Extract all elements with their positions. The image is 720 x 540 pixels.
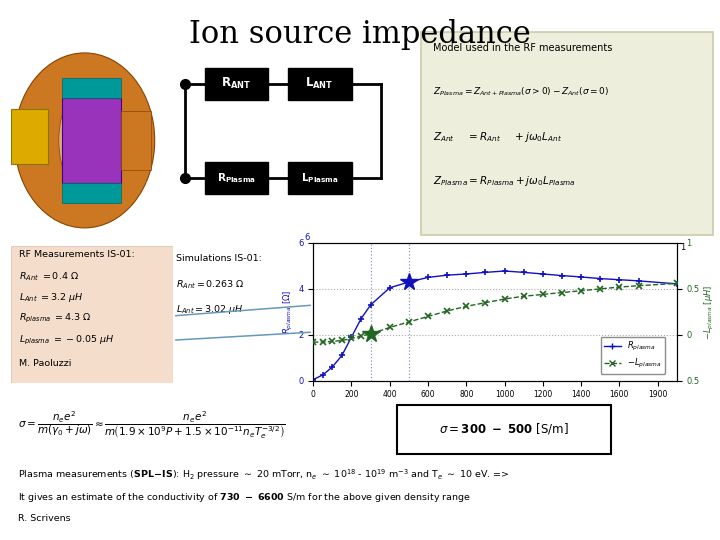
Ellipse shape — [59, 82, 125, 199]
Bar — [63, 183, 122, 202]
Text: $R_{plasma}\ = 4.3\ \Omega$: $R_{plasma}\ = 4.3\ \Omega$ — [19, 312, 91, 325]
Text: $L_{Ant}\ = 3.2\ \mu H$: $L_{Ant}\ = 3.2\ \mu H$ — [19, 291, 84, 304]
Text: $Z_{Ant}\ \ \ \ =R_{Ant}\ \ \ \ +j\omega_0L_{Ant}$: $Z_{Ant}\ \ \ \ =R_{Ant}\ \ \ \ +j\omega… — [433, 130, 562, 144]
Bar — [288, 68, 351, 100]
Text: $\sigma = \mathbf{300\ -\ 500}$ [S/m]: $\sigma = \mathbf{300\ -\ 500}$ [S/m] — [439, 421, 569, 436]
Text: $Z_{Plasma}=Z_{Ant+Plasma}(\sigma>0)-Z_{Ant}(\sigma=0)$: $Z_{Plasma}=Z_{Ant+Plasma}(\sigma>0)-Z_{… — [433, 85, 609, 98]
FancyBboxPatch shape — [421, 32, 713, 235]
FancyBboxPatch shape — [11, 246, 173, 383]
Legend: $R_{plasma}$, $-L_{plasma}$: $R_{plasma}$, $-L_{plasma}$ — [600, 337, 665, 374]
Text: $Z_{Plasma}=R_{Plasma}+j\omega_0L_{Plasma}$: $Z_{Plasma}=R_{Plasma}+j\omega_0L_{Plasm… — [433, 174, 576, 188]
Text: 6: 6 — [304, 233, 310, 241]
Text: R. Scrivens: R. Scrivens — [18, 514, 71, 523]
Bar — [288, 162, 351, 194]
Text: 1: 1 — [680, 243, 685, 252]
Text: Simulations IS-01:: Simulations IS-01: — [176, 254, 262, 263]
Bar — [63, 78, 122, 98]
Text: $L_{plasma}\ = -0.05\ \mu H$: $L_{plasma}\ = -0.05\ \mu H$ — [19, 334, 114, 347]
Ellipse shape — [14, 53, 155, 228]
Text: It gives an estimate of the conductivity of $\mathbf{730\ -\ 6600}$ S/m for the : It gives an estimate of the conductivity… — [18, 491, 471, 504]
Text: $L_{Ant}=3.02\ \mu H$: $L_{Ant}=3.02\ \mu H$ — [176, 303, 244, 316]
Bar — [122, 111, 151, 170]
Text: $\sigma=\dfrac{n_e e^2}{m(\gamma_0+j\omega)}\approx\dfrac{n_e e^2}{m\!\left(1.9\: $\sigma=\dfrac{n_e e^2}{m(\gamma_0+j\ome… — [18, 409, 286, 441]
Text: Plasma measurements ($\mathbf{SPL\!-\!IS}$): H$_2$ pressure $\sim$ 20 mTorr, n$_: Plasma measurements ($\mathbf{SPL\!-\!IS… — [18, 468, 510, 482]
Bar — [204, 162, 269, 194]
Bar — [63, 98, 122, 183]
Text: $R_{Ant}\ = 0.4\ \Omega$: $R_{Ant}\ = 0.4\ \Omega$ — [19, 271, 79, 283]
FancyBboxPatch shape — [397, 405, 611, 454]
Text: $\mathbf{R_{Plasma}}$: $\mathbf{R_{Plasma}}$ — [217, 171, 256, 185]
Text: M. Paoluzzi: M. Paoluzzi — [19, 359, 71, 368]
Y-axis label: $-L_{plasma}\ [\mu H]$: $-L_{plasma}\ [\mu H]$ — [703, 284, 716, 340]
Text: Ion source impedance: Ion source impedance — [189, 19, 531, 50]
Text: $\mathbf{L_{ANT}}$: $\mathbf{L_{ANT}}$ — [305, 76, 334, 91]
Text: Model used in the RF measurements: Model used in the RF measurements — [433, 43, 612, 52]
X-axis label: $\sigma$ [S/m]: $\sigma$ [S/m] — [478, 405, 512, 417]
Bar — [204, 68, 269, 100]
Text: RF Measurements IS-01:: RF Measurements IS-01: — [19, 250, 135, 259]
Text: $\mathbf{R_{ANT}}$: $\mathbf{R_{ANT}}$ — [222, 76, 251, 91]
Bar — [11, 109, 48, 164]
Y-axis label: $R_{plasma}\ [\Omega]$: $R_{plasma}\ [\Omega]$ — [282, 289, 295, 334]
Text: $R_{Ant}=0.263\ \Omega$: $R_{Ant}=0.263\ \Omega$ — [176, 279, 245, 291]
Text: $\mathbf{L_{Plasma}}$: $\mathbf{L_{Plasma}}$ — [301, 171, 338, 185]
